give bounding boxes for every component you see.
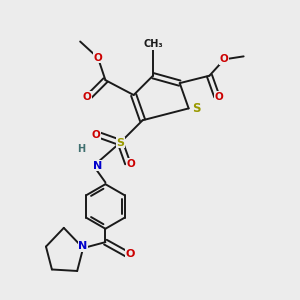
Text: O: O bbox=[215, 92, 224, 101]
Text: N: N bbox=[79, 241, 88, 251]
Text: H: H bbox=[78, 143, 86, 154]
Text: O: O bbox=[126, 249, 135, 259]
Text: O: O bbox=[94, 53, 102, 63]
Text: O: O bbox=[82, 92, 91, 101]
Text: S: S bbox=[116, 138, 124, 148]
Text: CH₃: CH₃ bbox=[143, 40, 163, 50]
Text: O: O bbox=[220, 54, 229, 64]
Text: S: S bbox=[192, 102, 200, 115]
Text: N: N bbox=[93, 161, 103, 171]
Text: O: O bbox=[92, 130, 100, 140]
Text: O: O bbox=[127, 159, 136, 169]
